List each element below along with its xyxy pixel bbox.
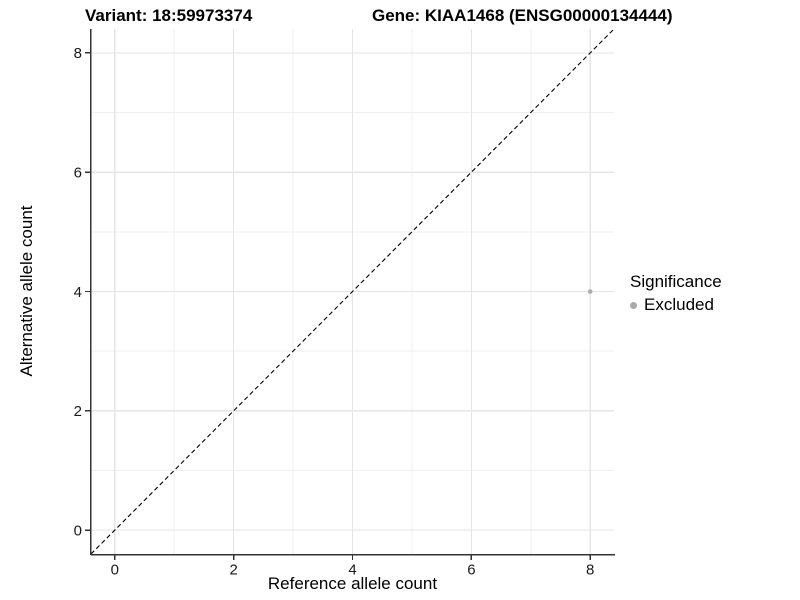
x-axis-title: Reference allele count — [267, 574, 438, 593]
y-tick-label: 8 — [74, 45, 82, 62]
legend-point-icon — [630, 301, 637, 309]
legend: Significance Excluded — [630, 272, 722, 315]
plot-title-gene: Gene: KIAA1468 (ENSG00000134444) — [372, 6, 673, 25]
legend-title: Significance — [630, 272, 722, 291]
legend-entry: Excluded — [630, 295, 722, 315]
data-point — [587, 289, 593, 294]
y-tick-label: 0 — [74, 522, 82, 539]
y-tick-label: 4 — [74, 284, 82, 301]
x-tick-label: 2 — [229, 561, 237, 578]
identity-line — [90, 28, 615, 555]
x-tick-label: 4 — [348, 561, 356, 578]
y-axis-title: Alternative allele count — [17, 205, 36, 377]
x-tick-label: 6 — [467, 561, 475, 578]
legend-entry-label: Excluded — [644, 295, 714, 314]
y-tick-label: 2 — [74, 403, 82, 420]
x-tick-label: 8 — [586, 561, 594, 578]
x-tick-label: 0 — [111, 561, 119, 578]
plot-title-variant: Variant: 18:59973374 — [85, 6, 253, 25]
y-tick-label: 6 — [74, 164, 82, 181]
